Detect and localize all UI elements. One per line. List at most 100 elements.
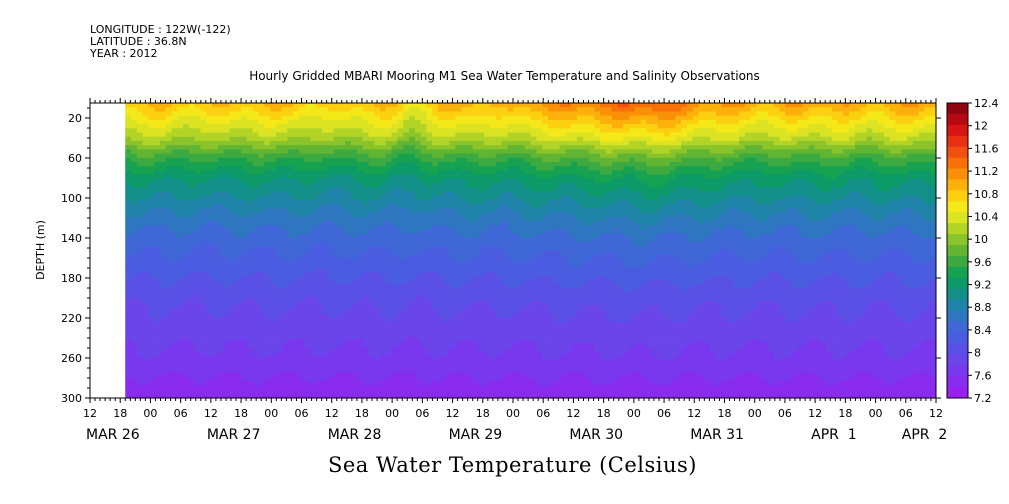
field-cell [466,115,474,121]
field-cell [125,183,132,188]
field-cell [414,145,422,150]
field-cell [524,132,532,138]
field-cell [206,292,213,298]
field-cell [258,389,265,395]
field-cell [310,246,317,252]
field-cell [177,267,184,273]
field-cell [443,212,451,218]
field-cell [449,187,456,193]
field-cell [165,157,173,163]
field-cell [148,187,155,193]
field-cell [495,132,503,138]
field-cell [461,364,468,370]
field-cell [125,157,132,163]
field-cell [188,233,196,239]
field-cell [229,301,236,306]
field-cell [356,124,364,129]
field-cell [397,149,404,155]
field-cell [223,309,231,315]
field-cell [177,170,184,176]
field-cell [490,225,497,231]
field-cell [270,258,277,264]
field-cell [206,267,213,273]
field-cell [177,233,184,239]
field-cell [385,309,393,315]
field-cell [200,343,207,349]
field-cell [258,393,265,398]
field-cell [281,212,288,218]
field-cell [136,258,144,264]
field-cell [432,162,439,167]
field-cell [275,347,283,353]
field-cell [327,107,335,113]
field-cell [391,326,399,332]
field-cell [293,136,300,142]
field-cell [449,330,456,336]
field-cell [455,360,462,365]
field-cell [183,326,190,332]
field-cell [304,183,312,188]
field-cell [472,301,480,306]
field-cell [160,128,167,134]
field-cell [409,360,416,365]
field-cell [275,334,283,340]
field-cell [524,267,532,273]
field-cell [298,153,306,159]
field-cell [478,225,485,231]
field-cell [293,128,300,134]
field-cell [200,162,207,167]
field-cell [409,199,416,205]
field-cell [131,233,138,239]
field-cell [223,301,231,306]
field-cell [501,309,509,315]
field-cell [466,258,474,264]
field-cell [327,128,335,134]
field-cell [409,153,416,159]
field-cell [217,301,225,306]
field-cell [362,132,370,138]
field-cell [409,107,416,113]
field-cell [345,322,352,327]
field-cell [513,389,520,395]
field-cell [194,360,202,365]
field-cell [333,221,341,226]
field-cell [339,389,346,395]
field-cell [275,360,283,365]
field-cell [449,212,456,218]
field-cell [241,136,248,142]
field-cell [287,166,294,172]
field-cell [154,254,161,260]
field-cell [513,195,520,201]
field-cell [229,195,236,201]
field-cell [437,280,445,285]
field-cell [339,233,346,239]
field-cell [443,178,451,184]
field-cell [403,162,410,167]
field-cell [212,145,219,150]
field-cell [420,326,427,332]
field-cell [345,246,352,252]
field-cell [490,140,497,146]
field-cell [212,149,219,155]
field-cell [432,242,439,247]
field-cell [333,237,341,243]
field-cell [455,305,462,311]
field-cell [409,166,416,172]
field-cell [351,343,358,349]
field-cell [217,145,225,150]
field-cell [293,267,300,273]
field-cell [397,389,404,395]
field-cell [316,128,323,134]
field-cell [391,330,399,336]
field-cell [287,326,294,332]
field-cell [432,284,439,290]
field-cell [437,334,445,340]
field-cell [316,195,323,201]
field-cell [217,292,225,298]
field-cell [461,305,468,311]
field-cell [403,267,410,273]
field-cell [188,221,196,226]
field-cell [490,170,497,176]
field-cell [449,183,456,188]
field-cell [327,111,335,117]
